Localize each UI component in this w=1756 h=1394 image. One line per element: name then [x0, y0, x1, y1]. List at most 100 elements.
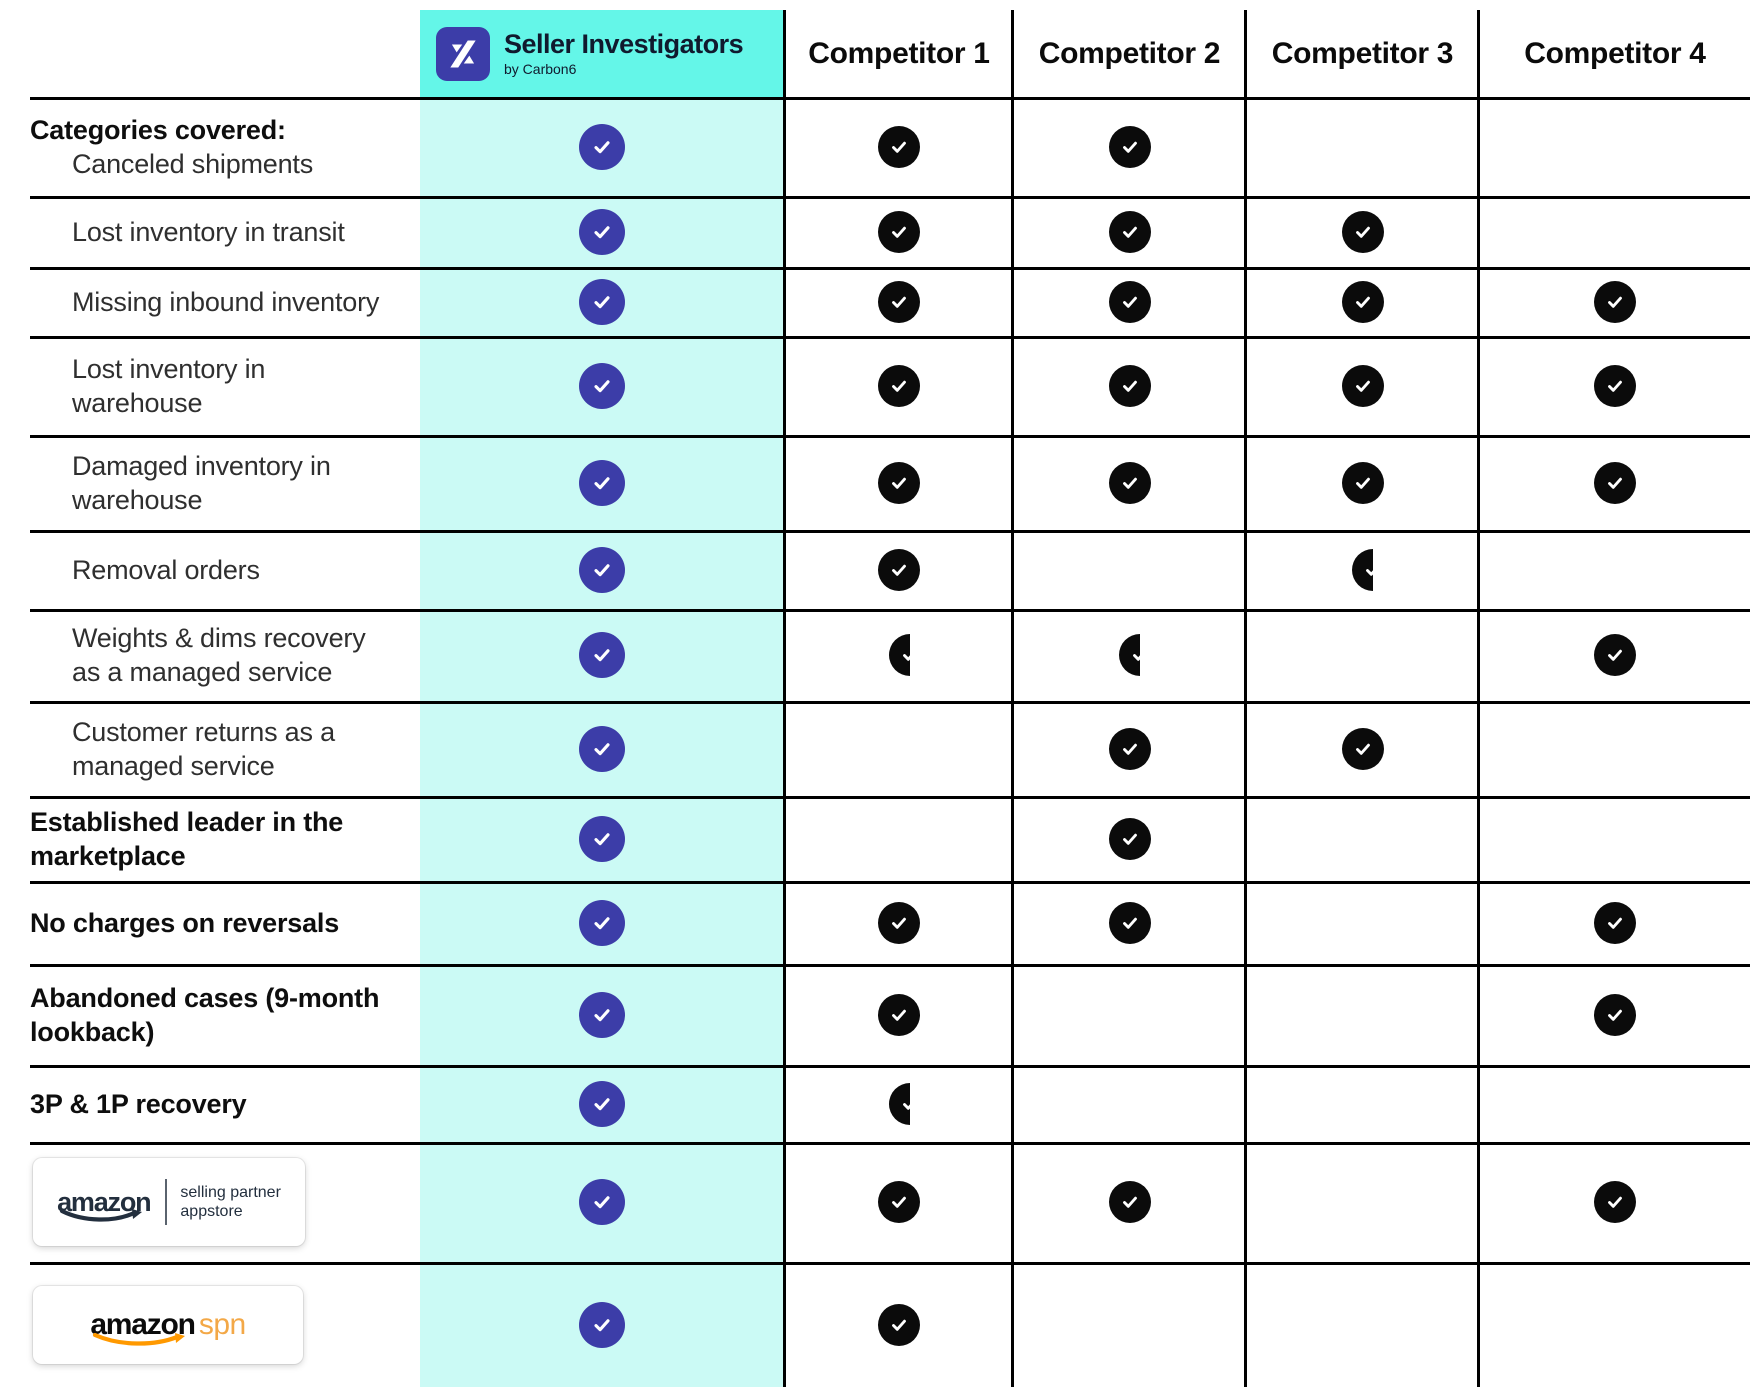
- cell-customer-returns-si: [420, 701, 784, 796]
- cell-damaged-inventory-in-warehouse-c3: [1247, 435, 1478, 530]
- column-divider: [783, 10, 786, 1387]
- row-label-canceled-shipments: Categories covered: Canceled shipments: [30, 97, 422, 196]
- appstore-label-line2: appstore: [180, 1203, 243, 1220]
- check-icon-blue: [579, 1301, 625, 1348]
- row-label-lost-inventory-in-warehouse: Lost inventory in warehouse: [30, 336, 422, 435]
- cell-lost-inventory-in-warehouse-c2: [1014, 336, 1245, 435]
- column-divider: [1244, 10, 1247, 1387]
- cell-amazon-selling-partner-appstore-c2: [1014, 1142, 1245, 1262]
- row-established-leader: Established leader in the marketplace: [0, 796, 1756, 881]
- cell-customer-returns-c3: [1247, 701, 1478, 796]
- cell-weights-dims-recovery-c1: [786, 609, 1012, 701]
- row-divider: [30, 964, 1750, 967]
- seller-investigators-header: Seller Investigators by Carbon6: [420, 10, 784, 97]
- half-check-icon: [1119, 634, 1140, 676]
- check-icon-black: [878, 461, 920, 504]
- row-divider: [30, 1142, 1750, 1145]
- cell-lost-inventory-in-transit-c2: [1014, 196, 1245, 267]
- row-label-line: Removal orders: [72, 554, 260, 585]
- row-weights-dims-recovery: Weights & dims recovery as a managed serv…: [0, 609, 1756, 701]
- check-icon-blue: [579, 815, 625, 862]
- cell-missing-inbound-inventory-c4: [1480, 267, 1750, 336]
- check-icon-black: [1108, 817, 1151, 860]
- row-removal-orders: Removal orders: [0, 530, 1756, 609]
- check-icon-blue: [579, 208, 625, 255]
- row-label-line: Damaged inventory in: [72, 450, 331, 481]
- row-damaged-inventory-in-warehouse: Damaged inventory in warehouse: [0, 435, 1756, 530]
- row-divider: [30, 796, 1750, 799]
- check-icon-blue: [579, 632, 625, 678]
- check-icon-black: [1108, 280, 1151, 323]
- check-icon-black: [1352, 548, 1373, 591]
- check-icon-blue: [579, 362, 625, 409]
- row-label-established-leader: Established leader in the marketplace: [30, 796, 422, 881]
- row-label-3p-1p-recovery: 3P & 1P recovery: [30, 1065, 422, 1142]
- row-label-line: as a managed service: [72, 657, 333, 687]
- amazon-selling-partner-appstore-logo: amazon selling partner appstore: [33, 1158, 305, 1246]
- check-icon-black: [1594, 1181, 1636, 1223]
- row-amazon-selling-partner-appstore: amazon selling partner appstore: [0, 1142, 1756, 1262]
- cell-damaged-inventory-in-warehouse-si: [420, 435, 784, 530]
- check-icon-blue: [579, 1179, 625, 1225]
- row-amazon-spn: amazon spn: [0, 1262, 1756, 1387]
- check-icon-black: [1108, 901, 1151, 944]
- row-divider: [30, 609, 1750, 612]
- cell-weights-dims-recovery-si: [420, 609, 784, 701]
- row-label-abandoned-cases: Abandoned cases (9-month lookback): [30, 964, 422, 1065]
- check-icon-blue: [579, 991, 625, 1038]
- column-divider: [1011, 10, 1014, 1387]
- check-icon-black: [888, 1082, 910, 1125]
- row-divider: [30, 196, 1750, 199]
- row-label-line: marketplace: [30, 840, 186, 871]
- row-divider: [30, 336, 1750, 339]
- check-icon-black: [1108, 210, 1151, 253]
- check-icon-black: [878, 1181, 920, 1223]
- row-abandoned-cases: Abandoned cases (9-month lookback): [0, 964, 1756, 1065]
- check-icon-black: [1594, 280, 1636, 323]
- row-label-lost-inventory-in-transit: Lost inventory in transit: [30, 196, 422, 267]
- cell-amazon-selling-partner-appstore-c4: [1480, 1142, 1750, 1262]
- cell-lost-inventory-in-transit-c1: [786, 196, 1012, 267]
- check-icon-black: [1341, 280, 1384, 323]
- spn-text: spn: [198, 1307, 246, 1341]
- check-icon-black: [878, 125, 920, 168]
- row-label-removal-orders: Removal orders: [30, 530, 422, 609]
- row-label-weights-dims-recovery: Weights & dims recovery as a managed serv…: [30, 609, 422, 701]
- row-customer-returns: Customer returns as a managed service: [0, 701, 1756, 796]
- row-label-line: warehouse: [72, 484, 203, 515]
- cell-lost-inventory-in-warehouse-c4: [1480, 336, 1750, 435]
- cell-canceled-shipments-c1: [786, 97, 1012, 196]
- check-icon-black: [1341, 461, 1384, 504]
- check-icon-black: [1119, 634, 1140, 676]
- row-label-line: Customer returns as a: [72, 716, 335, 747]
- check-icon-black: [1108, 125, 1151, 168]
- row-lost-inventory-in-transit: Lost inventory in transit: [0, 196, 1756, 267]
- row-divider: [30, 1065, 1750, 1068]
- check-icon-blue: [579, 1080, 625, 1127]
- check-icon-black: [878, 210, 920, 253]
- cell-abandoned-cases-si: [420, 964, 784, 1065]
- check-icon-black: [1594, 901, 1636, 944]
- cell-canceled-shipments-c2: [1014, 97, 1245, 196]
- appstore-label-line1: selling partner: [180, 1184, 281, 1201]
- check-icon-blue: [579, 459, 625, 506]
- check-icon-black: [1108, 727, 1151, 770]
- row-label-line: lookback): [30, 1016, 155, 1047]
- row-label-prefix: Categories covered:: [30, 114, 286, 145]
- row-label-customer-returns: Customer returns as a managed service: [30, 701, 422, 796]
- cell-no-charges-on-reversals-c4: [1480, 881, 1750, 964]
- row-label-line: Weights & dims recovery: [72, 623, 366, 653]
- cell-lost-inventory-in-transit-c3: [1247, 196, 1478, 267]
- check-icon-black: [878, 901, 920, 944]
- cell-missing-inbound-inventory-c2: [1014, 267, 1245, 336]
- check-icon-blue: [579, 725, 625, 772]
- cell-3p-1p-recovery-si: [420, 1065, 784, 1142]
- row-divider: [30, 97, 1750, 100]
- check-icon-blue: [579, 546, 625, 593]
- row-missing-inbound-inventory: Missing inbound inventory: [0, 267, 1756, 336]
- competitor-1-header: Competitor 1: [808, 36, 990, 70]
- cell-lost-inventory-in-warehouse-si: [420, 336, 784, 435]
- check-icon-black: [1341, 727, 1384, 770]
- check-icon-black: [888, 634, 910, 676]
- cell-weights-dims-recovery-c2: [1014, 609, 1245, 701]
